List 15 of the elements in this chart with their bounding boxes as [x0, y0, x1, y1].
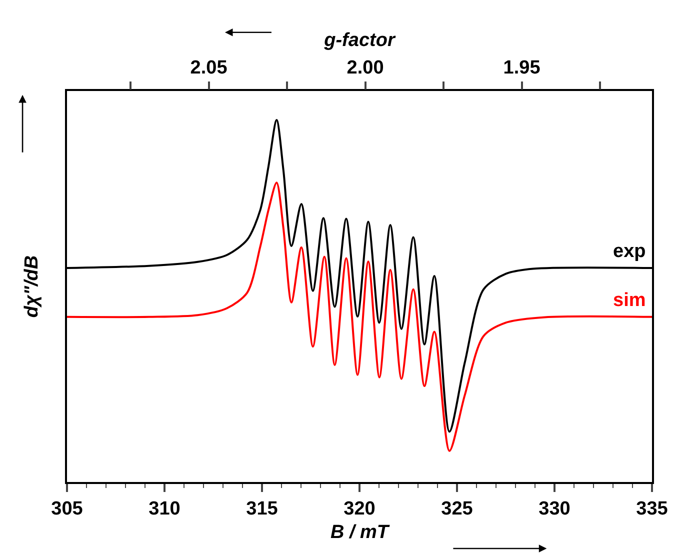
x-tick-label: 335 — [636, 498, 668, 520]
y-axis-title: dχ"/dB — [22, 255, 43, 318]
x2-tick-label: 2.05 — [190, 58, 228, 79]
x-tick-label: 315 — [246, 498, 278, 520]
x-axis-title: B / mT — [330, 522, 390, 543]
x-tick-label: 305 — [51, 498, 84, 520]
x-tick-label: 330 — [538, 498, 570, 520]
x2-tick-label: 1.95 — [503, 58, 541, 79]
series-label: sim — [613, 290, 646, 311]
x2-axis-title: g-factor — [323, 30, 396, 51]
series-label: exp — [613, 241, 646, 262]
x-tick-label: 310 — [148, 498, 180, 520]
x-tick-label: 320 — [344, 498, 376, 520]
x2-tick-label: 2.00 — [346, 58, 384, 79]
x-tick-label: 325 — [441, 498, 474, 520]
